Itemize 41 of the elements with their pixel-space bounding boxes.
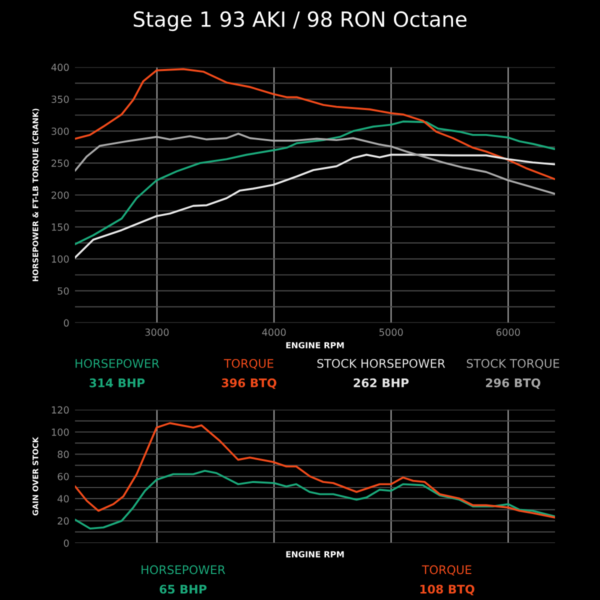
y-tick-label: 300: [52, 128, 69, 135]
y-tick-label: 250: [52, 160, 69, 167]
text: 296 BTQ: [486, 378, 540, 389]
y-tick-label: 120: [52, 406, 69, 414]
line-series: [75, 154, 555, 259]
text: HORSEPOWER: [142, 565, 226, 574]
text: 314 BHP: [90, 378, 145, 388]
line-series: [75, 120, 555, 246]
y-tick-label: 200: [52, 191, 69, 199]
y-tick-label: 20: [58, 517, 69, 525]
y-tick-label: 80: [58, 450, 69, 458]
text: STOCK HORSEPOWER: [317, 358, 446, 368]
y-tick-label: 0: [64, 319, 69, 327]
line-series: [75, 132, 555, 195]
y-tick-label: 60: [58, 472, 69, 480]
y-tick-label: 100: [52, 428, 69, 436]
line-series: [75, 470, 555, 530]
y-tick-label: 40: [58, 495, 69, 502]
line-series: [75, 68, 555, 180]
line-series: [75, 422, 555, 518]
text: 396 BTQ: [222, 378, 276, 389]
x-tick-label: 5000: [379, 328, 403, 336]
x-axis-title: ENGINE RPM: [286, 342, 344, 348]
y-tick-label: 100: [52, 255, 69, 263]
chart-title: Stage 1 93 AKI / 98 RON Octane: [134, 11, 466, 32]
text: 65 BHP: [160, 584, 207, 594]
y-tick-label: 400: [51, 64, 69, 72]
x-axis-title: ENGINE RPM: [286, 551, 344, 558]
text: HORSEPOWER: [76, 358, 160, 368]
text: TORQUE: [422, 565, 472, 576]
text: 108 BTQ: [420, 584, 474, 596]
text: TORQUE: [224, 358, 274, 370]
text: 262 BHP: [354, 378, 409, 388]
y-tick-label: 150: [52, 223, 69, 231]
x-tick-label: 3000: [145, 328, 169, 336]
y-tick-label: 350: [52, 96, 69, 103]
y-tick-label: 50: [58, 287, 69, 295]
text: STOCK TORQUE: [466, 358, 560, 370]
y-tick-label: 0: [64, 539, 69, 547]
x-tick-label: 4000: [262, 328, 286, 336]
x-tick-label: 6000: [496, 328, 520, 336]
